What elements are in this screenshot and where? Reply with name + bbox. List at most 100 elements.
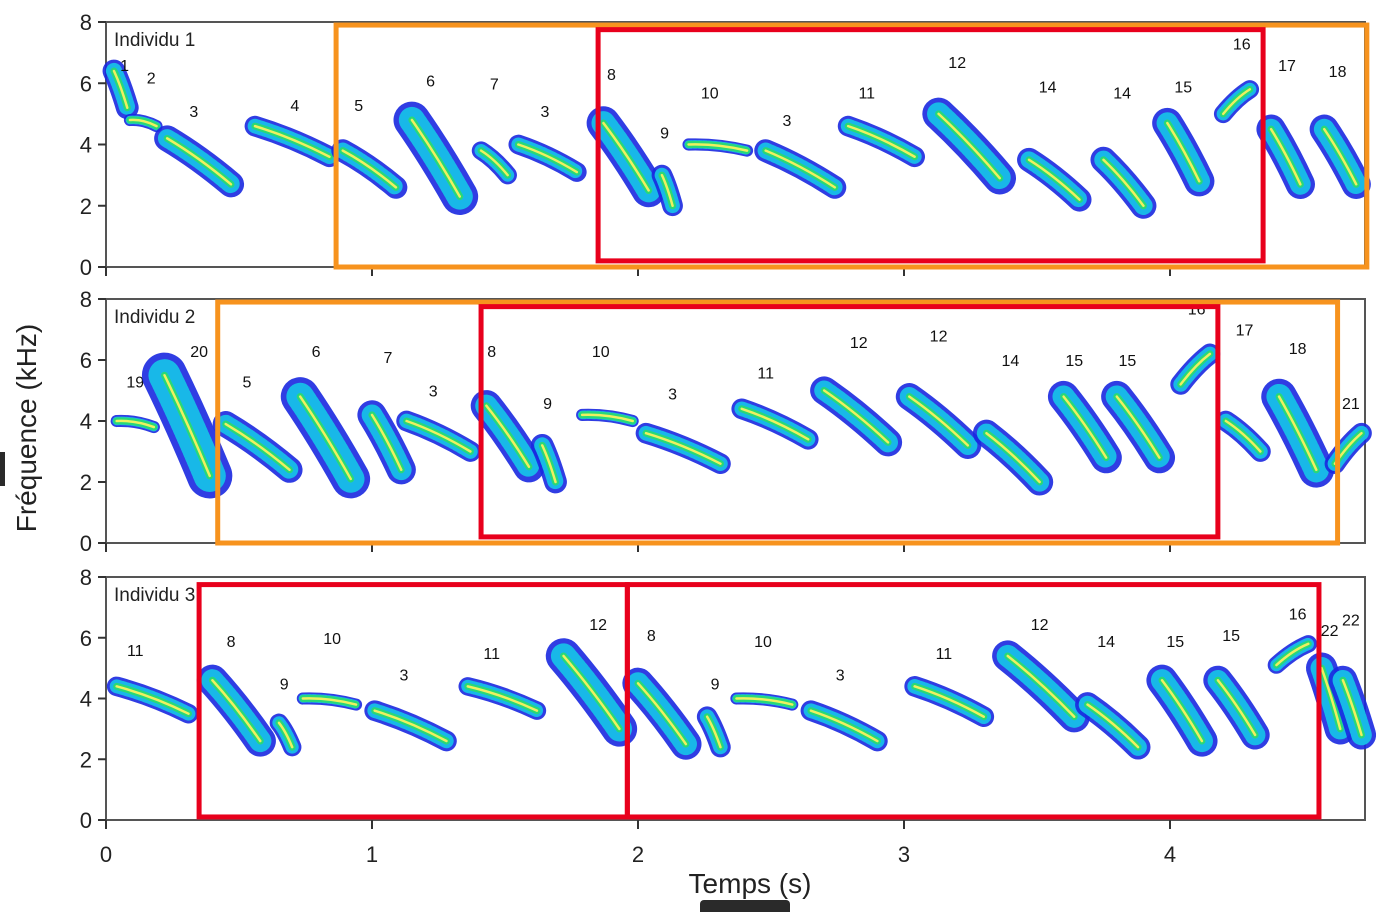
syllable-14: 14 [1017,79,1092,212]
syllable-15: 15 [1101,353,1176,474]
syllable-18: 18 [1309,64,1371,199]
syllable-label: 3 [399,667,408,684]
syllable-label: 8 [227,634,236,651]
syllable-9: 9 [530,396,567,494]
syllable-label: 11 [483,646,500,663]
y-tick-label: 4 [80,687,92,712]
syllable-label: 15 [1222,628,1240,645]
syllable-label: 9 [280,676,289,693]
syllable-label: 12 [589,617,607,634]
syllable-8: 8 [586,67,666,208]
syllable-label: 3 [429,384,438,401]
syllable-14: 14 [1090,86,1157,219]
syllable-label: 18 [1329,64,1347,81]
syllable-22: 22 [1305,623,1356,745]
syllable-label: 3 [783,113,792,130]
syllable-17: 17 [1215,323,1271,462]
syllable-label: 15 [1174,79,1192,96]
syllable-20: 20 [141,344,233,499]
syllable-3: 3 [364,667,457,752]
syllable-label: 5 [243,374,252,391]
panel-title: Individu 1 [114,30,195,51]
y-tick-label: 8 [80,10,92,35]
y-tick-label: 0 [80,808,92,833]
syllable-3: 3 [800,667,888,752]
syllable-label: 8 [607,67,616,84]
x-tick-label: 0 [100,842,112,867]
syllable-18: 18 [1261,341,1335,488]
syllable-label: 9 [711,676,720,693]
syllable-label: 12 [850,335,868,352]
syllable-15: 15 [1152,79,1215,197]
syllable-label: 15 [1166,634,1184,651]
syllable-14: 14 [972,353,1054,496]
syllable-17: 17 [1256,58,1315,199]
syllable-14: 14 [1075,634,1151,760]
syllable-11: 11 [106,643,199,724]
syllable-9: 9 [269,676,302,757]
syllable-label: 6 [312,344,321,361]
syllable-label: 15 [1119,353,1137,370]
syllable-label: 21 [1342,396,1360,413]
syllable-12: 12 [810,335,903,457]
syllable-label: 11 [757,365,774,382]
syllable-label: 3 [668,387,677,404]
syllable-8: 8 [196,634,276,757]
syllable-8: 8 [622,628,702,760]
syllable-19: 19 [110,374,160,434]
y-tick-label: 8 [80,565,92,590]
syllable-label: 7 [490,76,499,93]
syllable-3: 3 [396,384,481,462]
syllable-12: 12 [922,55,1017,195]
syllable-5: 5 [212,374,303,483]
syllable-11: 11 [458,646,547,720]
panel-title: Individu 2 [114,307,195,328]
left-overlay-tab [0,452,5,486]
syllable-label: 10 [754,634,772,651]
syllable-3: 3 [154,104,245,198]
syllable-10: 10 [682,86,754,157]
x-tick-label: 4 [1164,842,1176,867]
y-axis-label: Fréquence (kHz) [11,324,42,533]
y-tick-label: 0 [80,531,92,556]
syllable-label: 11 [127,643,144,660]
syllable-label: 11 [936,646,953,663]
syllable-label: 17 [1236,323,1254,340]
syllable-16: 16 [1267,607,1318,674]
syllable-label: 10 [323,631,341,648]
syllable-label: 16 [1289,607,1307,624]
y-tick-label: 6 [80,348,92,373]
syllable-label: 3 [836,667,845,684]
syllable-label: 20 [190,344,208,361]
red-highlight-box [624,582,1322,820]
syllable-label: 12 [930,329,948,346]
bottom-overlay-tab [700,900,790,912]
syllable-label: 12 [948,55,966,72]
syllable-label: 14 [1113,86,1131,103]
syllable-label: 15 [1065,353,1083,370]
red-highlight-box [595,27,1266,264]
syllable-15: 15 [1047,353,1122,474]
panel-title: Individu 3 [114,585,195,606]
panel-2: 0 2 4 6 8 19 20 5 6 7 3 8 9 10 3 11 12 12 14 15 15 16 17 18 21 In… [80,287,1372,556]
syllable-label: 14 [1002,353,1020,370]
y-tick-label: 4 [80,133,92,158]
syllable-11: 11 [731,365,819,450]
syllable-label: 9 [660,125,669,142]
syllable-label: 17 [1278,58,1296,75]
syllable-2: 2 [123,70,163,133]
syllable-8: 8 [470,344,545,483]
syllable-11: 11 [904,646,995,728]
orange-highlight-box [333,22,1370,270]
syllable-5: 5 [331,98,408,199]
y-tick-label: 0 [80,255,92,280]
syllable-label: 8 [647,628,656,645]
syllable-label: 3 [540,104,549,121]
syllable-6: 6 [393,73,479,215]
x-tick-label: 2 [632,842,644,867]
syllable-10: 10 [296,631,363,711]
syllable-label: 10 [701,86,719,103]
syllable-label: 18 [1289,341,1307,358]
